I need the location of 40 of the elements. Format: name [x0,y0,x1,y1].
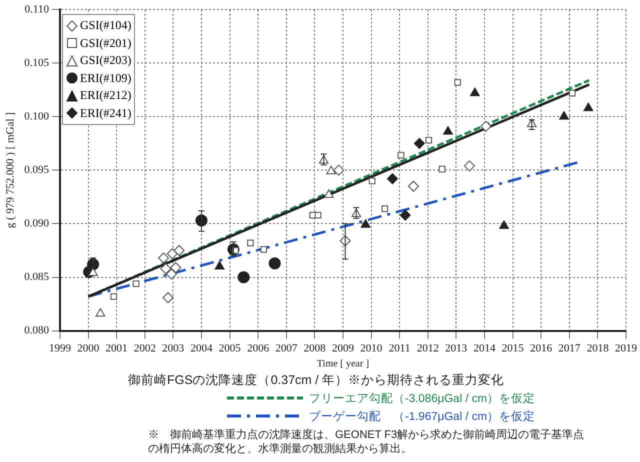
x-tick-label: 2014 [473,342,496,354]
legend-label: GSI(#104) [80,17,132,34]
x-tick-label: 2004 [190,342,213,354]
x-tick-label: 2017 [558,342,581,354]
legend-label: GSI(#203) [80,52,132,69]
x-tick-label: 2007 [275,342,298,354]
y-tick-label: 0.095 [24,164,50,176]
x-tick-label: 2005 [218,342,242,354]
x-tick-label: 2003 [162,342,185,354]
legend-label: ERI(#241) [80,104,132,122]
legend-label: ERI(#109) [80,70,132,86]
legend-label: GSI(#201) [80,34,132,52]
text: ※ 御前崎基準重力点の沈降速度は、GEONET F3解から求めた御前崎周辺の電子基準点の楕円体高の変化と、水準測量の観測結果から算出。 [148,428,586,456]
legend-title: 御前崎FGSの沈降速度（0.37cm / 年）※から期待される重力変化 [128,372,506,389]
y-tick-label: 0.100 [24,110,50,123]
y-tick-label: 0.110 [24,3,50,16]
x-tick-label: 2011 [388,342,410,354]
y-tick-label: 0.090 [24,218,50,230]
x-axis-title: Time [ year ] [316,358,370,370]
text: ブーゲー勾配 （-1.967μGal / cm）を仮定 [309,410,536,424]
y-tick-label: 0.105 [24,57,50,70]
x-tick-label: 2016 [530,342,553,354]
x-tick-label: 2012 [416,342,439,354]
y-tick-label: 0.080 [24,324,50,337]
x-tick-label: 2006 [247,342,270,354]
x-tick-label: 2009 [332,342,354,354]
x-tick-label: 2019 [615,342,638,354]
x-tick-label: 2000 [77,342,100,354]
text: フリーエア勾配（-3.086μGal / cm）を仮定 [309,392,536,406]
x-tick-label: 2001 [106,342,128,354]
x-tick-label: 2018 [586,342,610,354]
y-axis-title: g ( 979 752.000 ) [ mGal ] [4,112,16,228]
x-tick-label: 1999 [48,342,72,354]
x-tick-label: 2002 [134,342,156,354]
y-tick-label: 0.085 [24,271,50,284]
x-tick-label: 2013 [445,342,468,354]
legend-label: ERI(#212) [80,87,132,104]
x-tick-label: 2015 [502,342,524,354]
x-tick-label: 2010 [360,342,383,354]
x-tick-label: 2008 [304,342,326,354]
